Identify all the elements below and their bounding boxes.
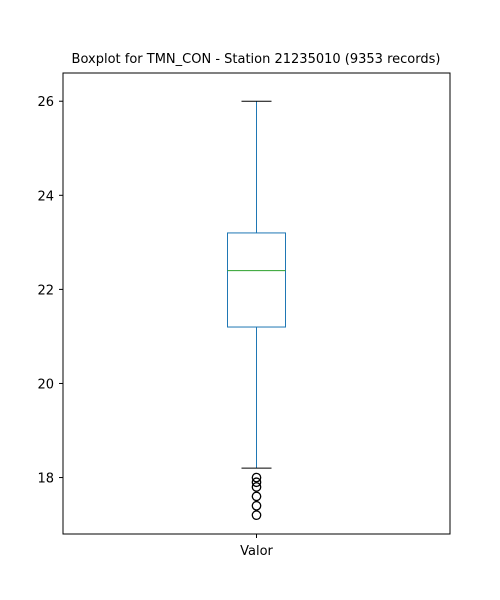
y-tick-label: 22 (37, 283, 54, 298)
y-tick-label: 20 (37, 377, 54, 392)
outlier-point (251, 491, 262, 502)
outlier-point (251, 500, 262, 511)
y-tick-label: 26 (37, 95, 54, 110)
y-tick-label: 18 (37, 472, 54, 487)
y-axis: 18 20 22 24 26 (37, 95, 63, 487)
outlier-point (251, 477, 262, 488)
x-axis: Valor (240, 534, 274, 559)
x-tick-label: Valor (240, 544, 273, 559)
outlier-point (251, 482, 262, 492)
box-group (227, 100, 286, 521)
y-tick-label: 24 (37, 189, 54, 204)
outlier-point (251, 472, 262, 483)
outlier-point (251, 510, 262, 521)
chart-title: Boxplot for TMN_CON - Station 21235010 (… (72, 52, 441, 67)
iqr-box (227, 232, 286, 328)
